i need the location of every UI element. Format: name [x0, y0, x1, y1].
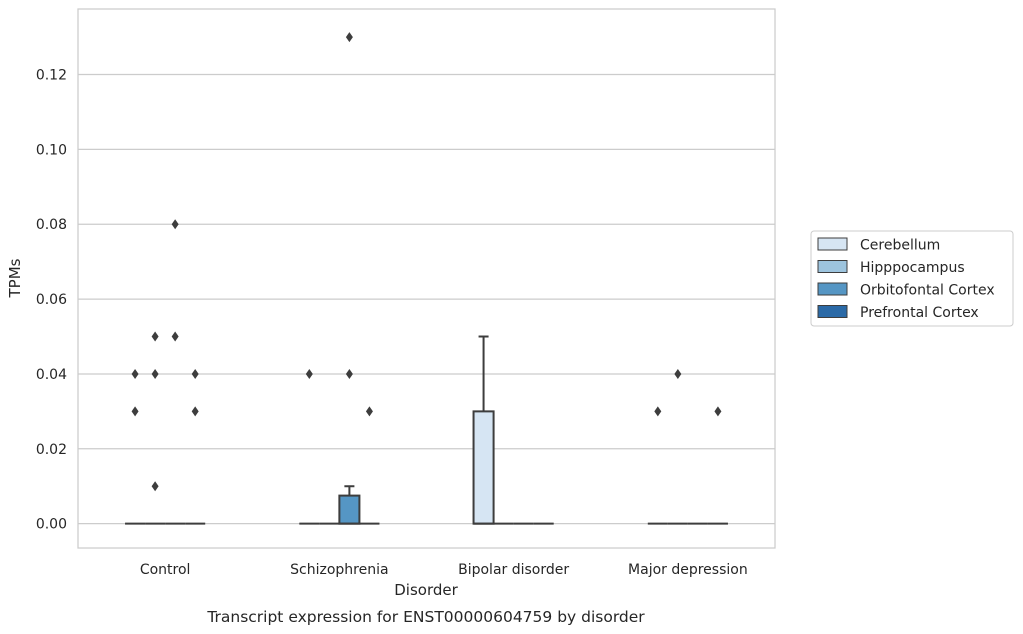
- y-tick-label: 0.06: [36, 292, 67, 308]
- y-axis-ticks: 0.00 0.02 0.04 0.06 0.08 0.10 0.12: [36, 68, 67, 533]
- x-tick-label: Control: [140, 562, 191, 578]
- outlier-point: [171, 219, 179, 230]
- outlier-point: [171, 331, 179, 342]
- outlier-point: [131, 406, 139, 417]
- outliers: [131, 32, 722, 492]
- outlier-point: [345, 32, 353, 43]
- y-tick-label: 0.00: [36, 517, 67, 533]
- legend-label: Cerebellum: [860, 238, 940, 254]
- box: [472, 410, 495, 525]
- outlier-point: [654, 406, 662, 417]
- box: [338, 494, 361, 525]
- legend-label: Prefrontal Cortex: [860, 305, 979, 321]
- chart-title: Transcript expression for ENST0000060475…: [206, 608, 645, 626]
- legend-label: Hipppocampus: [860, 260, 965, 276]
- outlier-point: [131, 368, 139, 379]
- boxes: [125, 335, 728, 525]
- x-axis-ticks: Control Schizophrenia Bipolar disorder Majo…: [140, 562, 748, 578]
- x-tick-label: Major depression: [628, 562, 748, 578]
- legend-swatch: [817, 282, 848, 296]
- legend-swatch: [817, 237, 848, 251]
- y-tick-label: 0.10: [36, 142, 67, 158]
- legend-frame: [810, 230, 1014, 327]
- outlier-point: [674, 368, 682, 379]
- outlier-point: [714, 406, 722, 417]
- outlier-point: [365, 406, 373, 417]
- outlier-point: [151, 368, 159, 379]
- legend-swatch: [817, 260, 848, 273]
- outlier-point: [151, 481, 159, 492]
- y-tick-label: 0.08: [36, 217, 67, 233]
- y-tick-label: 0.04: [36, 367, 67, 383]
- legend-label: Orbitofontal Cortex: [860, 283, 995, 299]
- x-tick-label: Bipolar disorder: [458, 562, 569, 578]
- y-tick-label: 0.12: [36, 68, 67, 84]
- outlier-point: [191, 406, 199, 417]
- x-axis-label: Disorder: [394, 581, 458, 599]
- y-tick-label: 0.02: [36, 442, 67, 458]
- plot-frame: [77, 8, 776, 549]
- legend: Cerebellum Hipppocampus Orbitofontal Corte…: [810, 230, 1014, 327]
- x-tick-label: Schizophrenia: [290, 562, 388, 578]
- outlier-point: [305, 368, 313, 379]
- outlier-point: [151, 331, 159, 342]
- y-axis-label: TPMs: [6, 258, 24, 298]
- legend-swatch: [817, 305, 848, 318]
- grid-lines: [78, 73, 775, 525]
- outlier-point: [191, 368, 199, 379]
- outlier-point: [345, 368, 353, 379]
